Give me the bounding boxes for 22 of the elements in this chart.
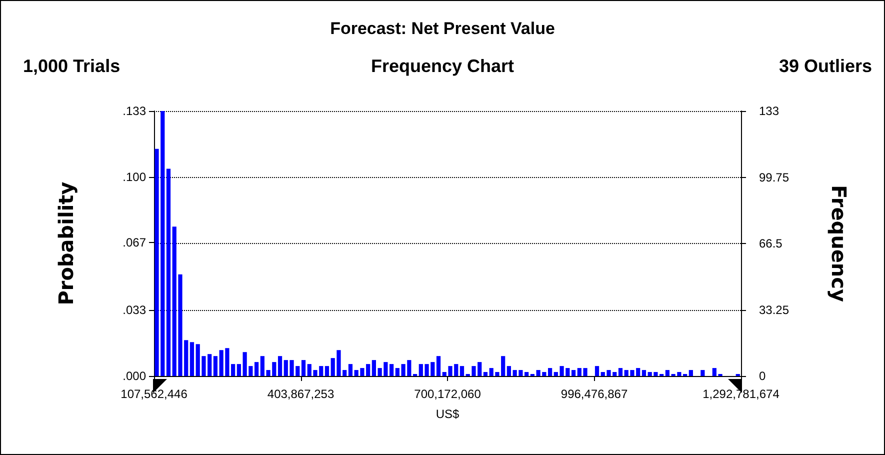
- x-tick-label: 403,867,253: [267, 387, 334, 401]
- x-tick-label: 1,292,781,674: [702, 387, 780, 401]
- y-tick-label: .133: [122, 104, 146, 118]
- y2-tick-label: 133: [759, 104, 780, 118]
- y-tick-label: .000: [122, 369, 146, 383]
- y2-tick-label: 99.75: [759, 170, 790, 184]
- y2-tick-label: 0: [759, 369, 766, 383]
- x-axis-title: US$: [436, 407, 460, 421]
- y-tick-label: .067: [122, 236, 146, 250]
- text: 39 Outliers: [778, 56, 872, 76]
- y-axis-title: Probability: [54, 182, 78, 306]
- y2-axis-title: Frequency: [827, 184, 851, 302]
- y2-tick-label: 33.25: [759, 302, 790, 317]
- x-tick-label: 107,562,446: [120, 387, 188, 401]
- chart-title: Forecast: Net Present Value: [330, 19, 555, 38]
- y2-tick-label: 66.5: [759, 236, 783, 250]
- x-tick-label: 700,172,060: [414, 387, 482, 401]
- y-tick-label: .100: [122, 170, 146, 184]
- y-tick-label: .033: [122, 303, 146, 318]
- x-tick-label: 996,476,867: [560, 387, 628, 401]
- text: 1,000 Trials: [23, 56, 120, 76]
- chart-subtitle: Frequency Chart: [370, 56, 514, 76]
